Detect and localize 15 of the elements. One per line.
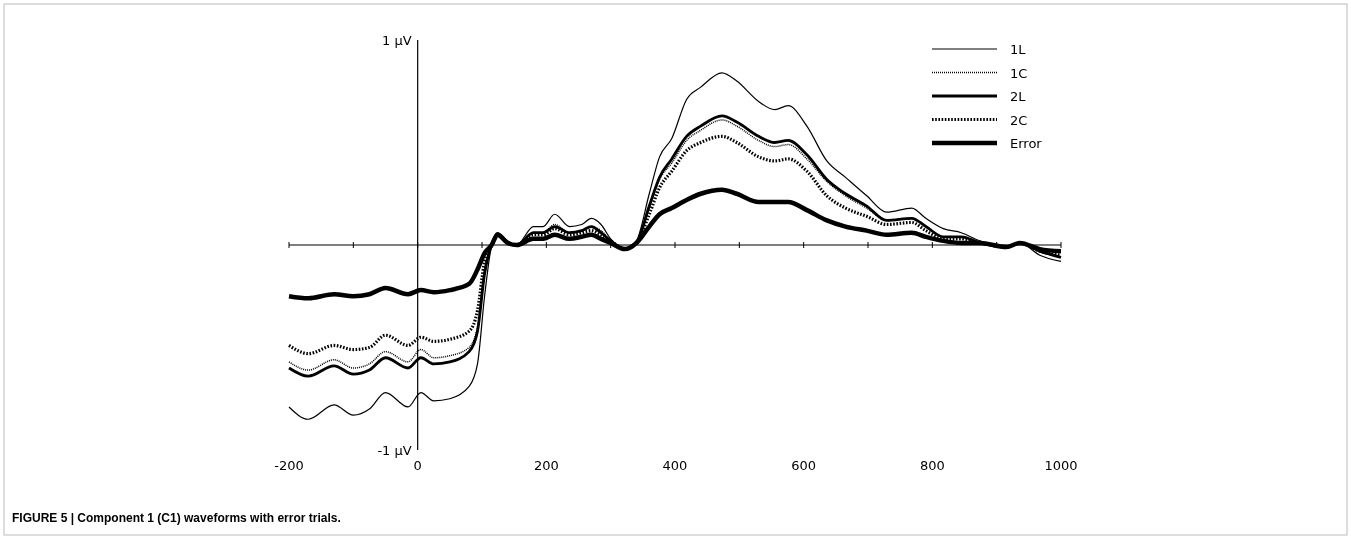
legend-label: 1L [1010, 42, 1027, 57]
x-tick-label: 0 [413, 458, 422, 473]
y-tick-label: 1 µV [382, 33, 412, 48]
legend-label: 2C [1010, 112, 1028, 128]
y-tick-label: -1 µV [377, 443, 412, 458]
legend-label: Error [1010, 136, 1043, 151]
x-tick-label: 200 [533, 458, 559, 473]
x-tick-label: 400 [662, 458, 688, 473]
legend-label: 2L [1010, 89, 1027, 104]
x-tick-label: 800 [919, 458, 945, 473]
x-tick-label: 1000 [1044, 458, 1078, 473]
x-tick-label: -200 [274, 458, 304, 473]
x-tick-label: 600 [791, 458, 817, 473]
legend-label: 1C [1010, 65, 1028, 81]
text: FIGURE 5 | Component 1 (C1) waveforms with error trials. [12, 511, 341, 525]
